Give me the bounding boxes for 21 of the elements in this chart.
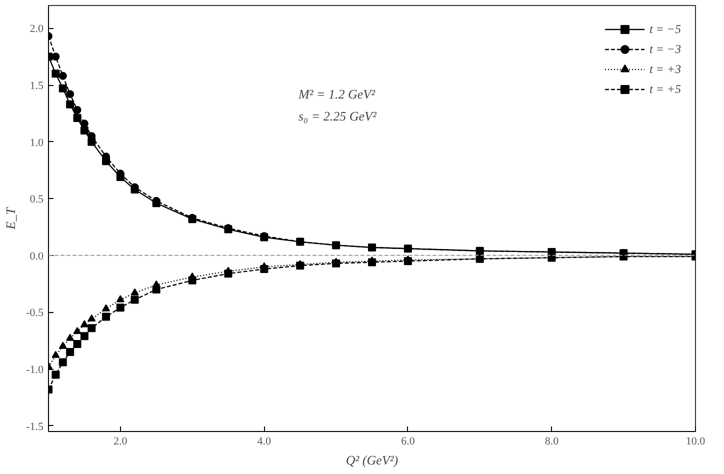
annotation: s₀ = 2.25 GeV² <box>298 108 378 124</box>
annotation: M² = 1.2 GeV² <box>298 86 376 102</box>
x-axis-title: Q² (GeV²) <box>346 452 398 468</box>
legend-label: t = +3 <box>649 62 681 76</box>
x-tick-label: 10.0 <box>686 436 706 448</box>
legend-label: t = −3 <box>649 42 681 56</box>
y-tick-label: 2.0 <box>30 23 44 36</box>
y-tick-label: 0.0 <box>30 250 44 262</box>
y-tick-label: -1.5 <box>26 420 44 433</box>
y-tick-label: -0.5 <box>26 307 44 320</box>
x-tick-label: 8.0 <box>544 436 560 448</box>
y-tick-label: 1.0 <box>30 136 44 149</box>
x-tick-label: 4.0 <box>257 436 272 448</box>
y-tick-label: -1.0 <box>26 364 44 376</box>
legend-label: t = −5 <box>649 22 681 36</box>
y-axis-title: E_T <box>3 206 18 230</box>
y-tick-label: 1.5 <box>30 80 44 92</box>
x-tick-label: 6.0 <box>401 436 416 448</box>
legend-label: t = +5 <box>649 82 681 96</box>
x-tick-label: 2.0 <box>114 436 128 448</box>
y-tick-label: 0.5 <box>30 194 44 206</box>
